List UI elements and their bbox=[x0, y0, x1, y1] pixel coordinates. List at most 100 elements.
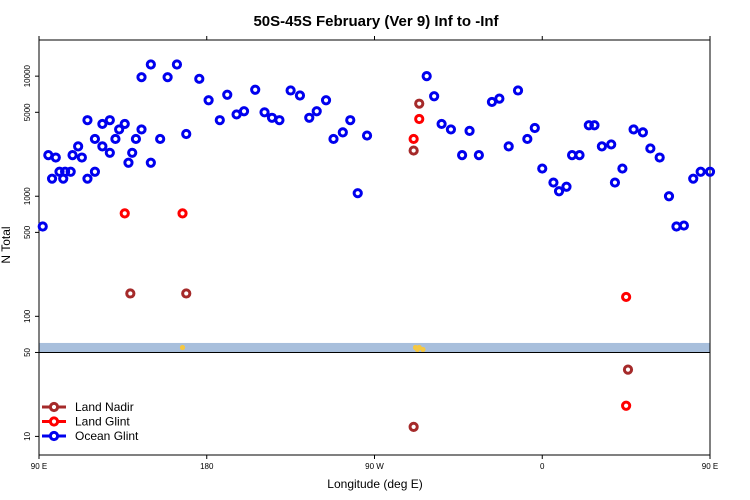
point-ocean-glint-10 bbox=[110, 133, 121, 145]
point-land-nadir-0 bbox=[181, 288, 192, 299]
point-ocean-glint-24 bbox=[238, 106, 250, 117]
point-ocean-glint-11 bbox=[119, 118, 130, 130]
point-ocean-glint-43 bbox=[457, 150, 468, 161]
point-ocean-glint-41 bbox=[436, 118, 447, 130]
point-ocean-glint-33 bbox=[320, 95, 332, 106]
point-land-glint-1 bbox=[408, 133, 419, 145]
point-ocean-glint-34 bbox=[328, 133, 339, 145]
y-axis-label: N Total bbox=[0, 226, 13, 263]
y-tick-label-2: 100 bbox=[23, 309, 32, 323]
x-tick-label-3: 0 bbox=[540, 462, 545, 471]
x-tick-label-2: 90 W bbox=[365, 462, 384, 471]
point-ocean-glint-77 bbox=[65, 166, 76, 177]
point-ocean-glint-86 bbox=[136, 72, 147, 83]
point-ocean-glint-68 bbox=[663, 191, 675, 202]
point-ocean-glint-19 bbox=[194, 73, 205, 84]
point-ocean-glint-58 bbox=[583, 120, 594, 131]
point-ocean-glint-9 bbox=[104, 115, 115, 126]
point-ocean-glint-26 bbox=[259, 107, 270, 118]
point-ocean-glint-65 bbox=[637, 127, 649, 138]
point-ocean-glint-45 bbox=[473, 150, 484, 161]
point-ocean-glint-44 bbox=[464, 125, 475, 136]
point-ocean-glint-85 bbox=[130, 133, 142, 145]
point-ocean-glint-78 bbox=[73, 141, 84, 152]
yellow-mark-4 bbox=[412, 344, 419, 351]
point-ocean-glint-20 bbox=[203, 95, 214, 106]
point-ocean-glint-54 bbox=[553, 186, 565, 197]
y-tick-label-6: 10000 bbox=[23, 64, 32, 87]
point-ocean-glint-53 bbox=[548, 177, 559, 188]
x-tick-label-1: 180 bbox=[200, 462, 214, 471]
point-land-glint-4 bbox=[621, 291, 632, 303]
point-ocean-glint-29 bbox=[285, 85, 296, 96]
point-land-glint-0 bbox=[177, 208, 188, 219]
point-land-nadir-4 bbox=[408, 421, 419, 432]
point-land-nadir-3 bbox=[125, 288, 136, 299]
point-ocean-glint-72 bbox=[695, 166, 706, 177]
chart-title: 50S-45S February (Ver 9) Inf to -Inf bbox=[253, 13, 499, 30]
point-ocean-glint-49 bbox=[512, 85, 524, 96]
point-ocean-glint-0 bbox=[37, 221, 48, 232]
point-ocean-glint-12 bbox=[127, 147, 138, 158]
point-ocean-glint-37 bbox=[352, 188, 363, 199]
point-ocean-glint-8 bbox=[97, 141, 108, 152]
point-ocean-glint-82 bbox=[104, 147, 115, 158]
point-ocean-glint-38 bbox=[361, 130, 373, 141]
legend-label-1: Land Glint bbox=[75, 415, 130, 429]
point-ocean-glint-1 bbox=[46, 173, 58, 184]
point-ocean-glint-76 bbox=[58, 173, 69, 184]
legend-marker-0 bbox=[48, 401, 60, 413]
point-ocean-glint-28 bbox=[274, 115, 285, 126]
point-ocean-glint-48 bbox=[503, 141, 514, 152]
yellow-mark-3 bbox=[420, 346, 426, 353]
point-ocean-glint-16 bbox=[162, 72, 173, 83]
point-land-nadir-2 bbox=[414, 98, 425, 109]
point-ocean-glint-25 bbox=[250, 84, 261, 95]
point-ocean-glint-81 bbox=[97, 118, 108, 130]
point-land-nadir-5 bbox=[622, 364, 634, 375]
y-tick-label-0: 10 bbox=[23, 431, 32, 440]
point-ocean-glint-61 bbox=[606, 139, 617, 150]
point-ocean-glint-39 bbox=[421, 71, 432, 82]
legend-marker-2 bbox=[48, 430, 60, 442]
point-ocean-glint-42 bbox=[445, 124, 457, 135]
point-ocean-glint-21 bbox=[214, 115, 225, 126]
yellow-mark-0 bbox=[179, 344, 186, 351]
plot-frame bbox=[38, 39, 711, 456]
point-ocean-glint-5 bbox=[76, 152, 87, 163]
point-ocean-glint-17 bbox=[171, 59, 183, 70]
x-tick-label-0: 90 E bbox=[31, 462, 47, 471]
point-ocean-glint-52 bbox=[537, 163, 548, 174]
point-ocean-glint-18 bbox=[181, 128, 192, 140]
point-ocean-glint-13 bbox=[136, 124, 147, 135]
point-ocean-glint-66 bbox=[645, 143, 656, 154]
legend-label-0: Land Nadir bbox=[75, 400, 134, 414]
band-region bbox=[39, 342, 710, 353]
y-tick-label-4: 1000 bbox=[23, 187, 32, 205]
point-ocean-glint-70 bbox=[678, 220, 690, 231]
point-ocean-glint-57 bbox=[574, 150, 585, 161]
point-ocean-glint-63 bbox=[617, 163, 628, 174]
point-land-glint-2 bbox=[414, 113, 425, 125]
point-ocean-glint-73 bbox=[704, 166, 716, 177]
point-ocean-glint-80 bbox=[89, 133, 101, 145]
point-ocean-glint-14 bbox=[145, 157, 156, 168]
point-ocean-glint-22 bbox=[222, 89, 233, 100]
point-ocean-glint-35 bbox=[337, 127, 348, 138]
legend-marker-1 bbox=[48, 416, 60, 427]
point-ocean-glint-84 bbox=[123, 157, 134, 168]
point-ocean-glint-6 bbox=[82, 173, 93, 184]
x-tick-label-4: 90 E bbox=[702, 462, 718, 471]
point-ocean-glint-87 bbox=[145, 59, 156, 70]
point-ocean-glint-50 bbox=[522, 133, 533, 145]
point-ocean-glint-32 bbox=[311, 106, 322, 117]
legend-label-2: Ocean Glint bbox=[75, 429, 139, 443]
point-land-nadir-1 bbox=[408, 145, 419, 156]
point-ocean-glint-4 bbox=[67, 150, 78, 161]
point-ocean-glint-55 bbox=[561, 181, 572, 192]
point-land-glint-3 bbox=[119, 208, 130, 219]
point-ocean-glint-59 bbox=[589, 120, 600, 131]
point-ocean-glint-62 bbox=[609, 177, 621, 188]
point-ocean-glint-71 bbox=[688, 173, 699, 184]
